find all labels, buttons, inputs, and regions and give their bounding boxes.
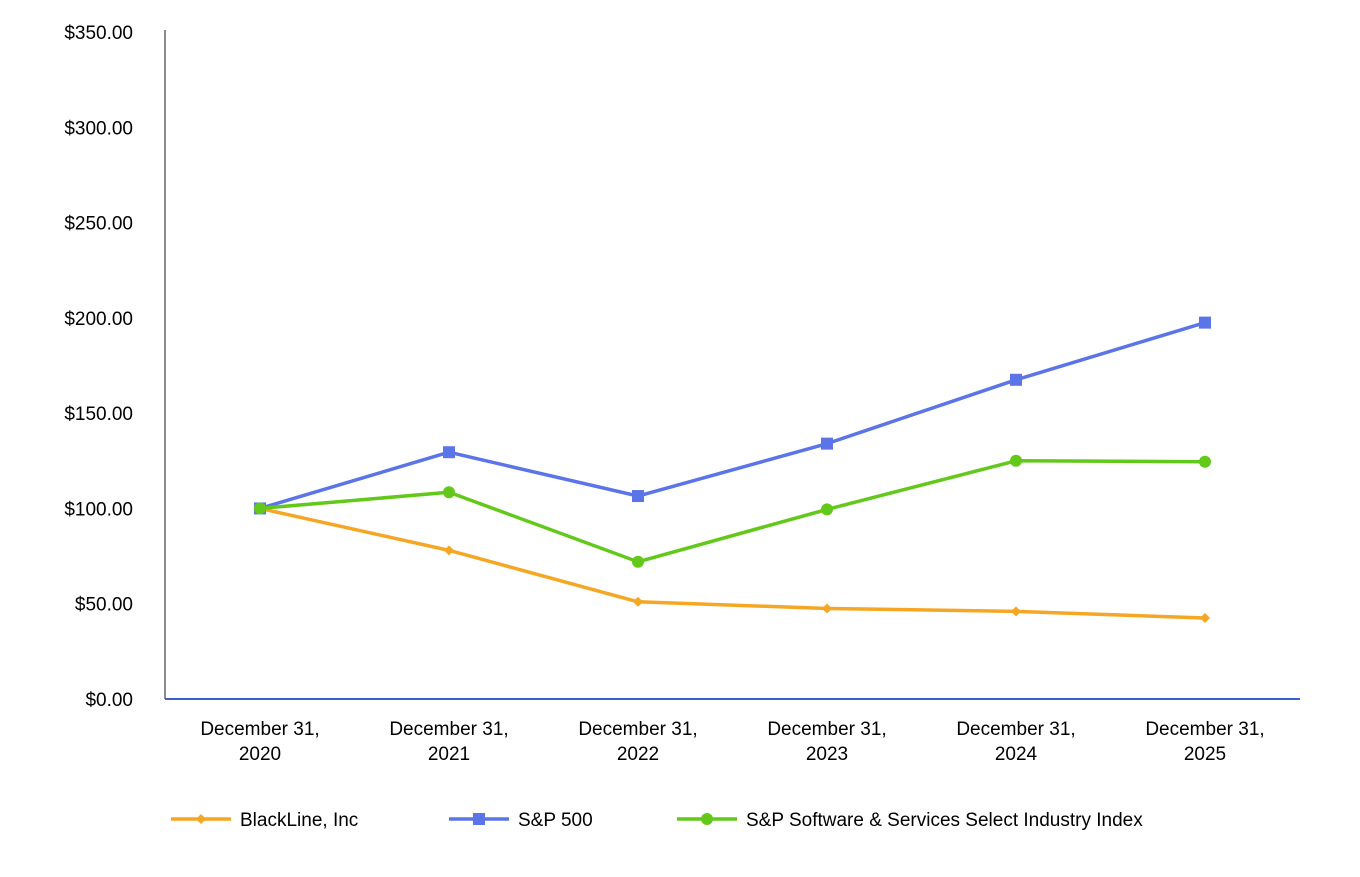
legend-label: BlackLine, Inc: [240, 810, 358, 831]
legend-item: BlackLine, Inc: [171, 810, 358, 831]
legend-swatch-marker: [701, 813, 713, 825]
data-point-marker: [254, 502, 266, 515]
x-tick-label-line: 2025: [1184, 744, 1226, 765]
data-point-marker: [1011, 606, 1021, 617]
x-tick-label: December 31, 2025: [1145, 719, 1264, 765]
series-line: [259, 506, 1206, 620]
legend: BlackLine, Inc S&P 500 S&P Software & Serv…: [171, 810, 1143, 831]
data-point-marker: [632, 555, 644, 568]
y-tick-label: $200.00: [64, 309, 133, 330]
y-tick-label: $50.00: [75, 595, 133, 616]
legend-label: S&P 500: [518, 810, 593, 831]
series-line: [259, 320, 1206, 511]
x-tick-label: December 31, 2023: [767, 719, 886, 765]
x-tick-label-line: December 31,: [956, 719, 1075, 740]
data-point-marker: [444, 545, 454, 556]
data-point-marker: [822, 603, 832, 614]
data-point-marker: [443, 486, 455, 499]
x-tick-label-line: 2020: [239, 744, 281, 765]
x-tick-label: December 31, 2022: [578, 719, 697, 765]
data-point-marker: [821, 437, 833, 450]
x-tick-label-line: December 31,: [1145, 719, 1264, 740]
data-point-marker: [632, 490, 644, 503]
series-2: [254, 454, 1211, 568]
data-point-marker: [1200, 613, 1210, 624]
data-point-marker: [1010, 454, 1022, 467]
x-tick-label-line: 2023: [806, 744, 848, 765]
x-tick-label: December 31, 2021: [389, 719, 508, 765]
data-point-marker: [821, 503, 833, 516]
y-tick-label: $0.00: [85, 690, 133, 711]
x-tick-label-line: December 31,: [767, 719, 886, 740]
x-tick-label: December 31, 2020: [200, 719, 319, 765]
data-point-marker: [443, 446, 455, 459]
x-tick-label-line: 2021: [428, 744, 470, 765]
x-tick-label-line: December 31,: [578, 719, 697, 740]
series-line: [259, 459, 1206, 564]
x-tick-label-line: 2024: [995, 744, 1038, 765]
series-1: [254, 316, 1211, 515]
y-axis: $0.00 $50.00 $100.00 $150.00 $200.00 $250.00 $…: [64, 23, 166, 711]
y-tick-label: $150.00: [64, 404, 133, 425]
legend-swatch-marker: [196, 814, 206, 824]
x-tick-label-line: 2022: [617, 744, 659, 765]
series-0: [255, 503, 1210, 624]
y-tick-label: $300.00: [64, 118, 133, 139]
x-tick-label: December 31, 2024: [956, 719, 1075, 765]
y-tick-label: $100.00: [64, 499, 133, 520]
x-tick-label-line: December 31,: [200, 719, 319, 740]
data-point-marker: [633, 596, 643, 607]
y-tick-label: $350.00: [64, 23, 133, 44]
legend-item: S&P Software & Services Select Industry …: [677, 810, 1143, 831]
data-point-marker: [1010, 373, 1022, 386]
legend-swatch-marker: [473, 813, 485, 825]
y-tick-label: $250.00: [64, 214, 133, 235]
legend-label: S&P Software & Services Select Industry …: [746, 810, 1143, 831]
legend-item: S&P 500: [449, 810, 593, 831]
x-tick-label-line: December 31,: [389, 719, 508, 740]
data-point-marker: [1199, 455, 1211, 468]
data-point-marker: [1199, 316, 1211, 329]
series-layer: [254, 316, 1211, 624]
